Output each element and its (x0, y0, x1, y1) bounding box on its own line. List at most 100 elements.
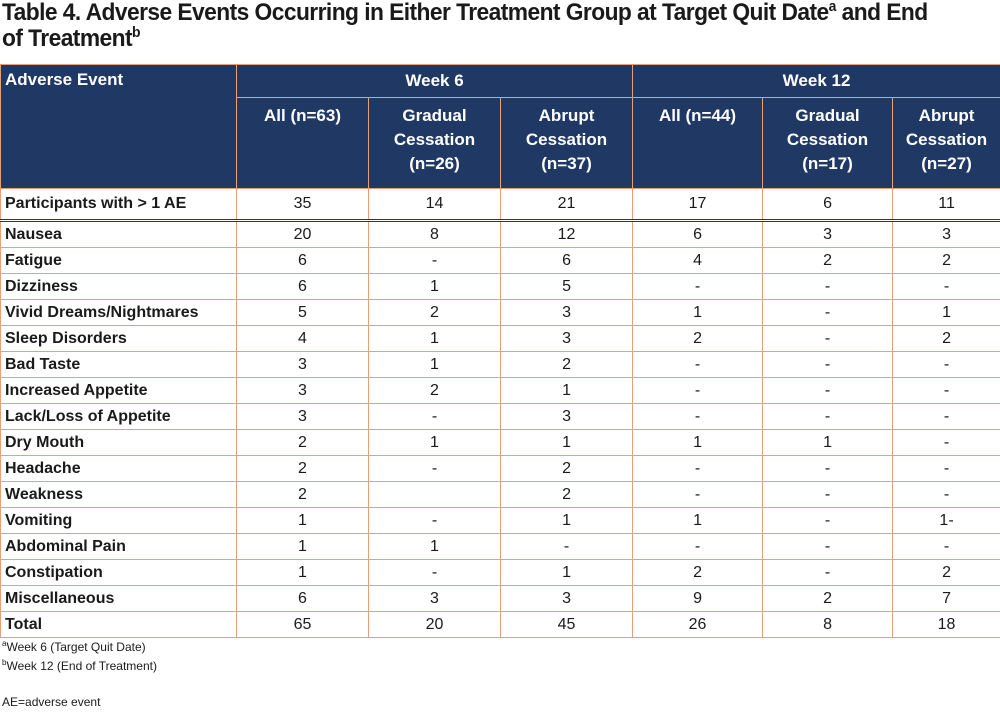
table-row: Bad Taste 3 1 2- - - (0, 351, 1000, 378)
table-cell: - (368, 559, 501, 586)
table-cell: 1 (632, 429, 764, 456)
table-row: Abdominal Pain 1 1- - - - (0, 533, 1000, 560)
subheader-line: (n=37) (541, 154, 592, 173)
table-cell: 2 (236, 429, 369, 456)
table-cell: - (762, 533, 894, 560)
table-cell: 2 (892, 559, 1000, 586)
table-cell: - (762, 325, 894, 352)
title-text-a: Table 4. Adverse Events Occurring in Eit… (2, 0, 829, 26)
table-cell: 1 (499, 429, 634, 456)
row-label: Vomiting (0, 507, 237, 534)
subheader-2: Abrupt Cessation (n=37) (499, 97, 634, 189)
title-text-b: and End of Treatment (2, 0, 928, 52)
row-label: Dry Mouth (0, 429, 237, 456)
table-cell: 1 (368, 273, 501, 300)
title-sup-a: a (828, 0, 837, 15)
table-cell: - (762, 299, 894, 326)
table-cell: - (632, 455, 764, 482)
table-cell: 2 (892, 247, 1000, 274)
table-cell: - (762, 559, 894, 586)
subheader-0: All (n=63) (236, 97, 369, 189)
header-week-12: Week 12 (632, 64, 1000, 98)
table-cell: 1 (368, 429, 501, 456)
table-row: Constipation 1-1 2-2 (0, 559, 1000, 586)
row-label: Total (0, 611, 237, 638)
footnote-b-text: Week 12 (End of Treatment) (6, 659, 157, 673)
footnote-a-text: Week 6 (Target Quit Date) (6, 640, 146, 654)
table-cell: 17 (632, 188, 764, 222)
table-cell: - (762, 481, 894, 508)
table-cell: 2 (892, 325, 1000, 352)
table-cell: 1 (632, 507, 764, 534)
subheader-line: Gradual (795, 106, 860, 125)
subheader-line: Cessation (905, 130, 988, 149)
table-cell: 21 (499, 188, 634, 222)
table-row: Vivid Dreams/Nightmares 5 2 3 1-1 (0, 299, 1000, 326)
table-cell: - (762, 507, 894, 534)
row-label: Constipation (0, 559, 237, 586)
table-cell: 20 (236, 220, 369, 248)
table-cell: 1 (762, 429, 894, 456)
table-cell: 8 (368, 220, 501, 248)
table-cell: - (499, 533, 634, 560)
table-cell: 14 (368, 188, 501, 222)
table-cell: - (368, 507, 501, 534)
table-cell: 65 (236, 611, 369, 638)
table-cell: 5 (499, 273, 634, 300)
table-cell: - (762, 455, 894, 482)
adverse-events-table: Adverse Event Week 6 Week 12 All (n=63) G… (0, 64, 1000, 638)
table-cell: 6 (499, 247, 634, 274)
table-cell: - (632, 377, 764, 404)
subheader-1: Gradual Cessation (n=26) (368, 97, 501, 189)
row-label: Participants with > 1 AE (0, 188, 237, 222)
table-cell: - (762, 273, 894, 300)
table-cell: 1 (236, 507, 369, 534)
title-sup-b: b (132, 23, 141, 41)
subheader-line: All (n=63) (264, 106, 341, 125)
table-row: Vomiting 1-1 1-1- (0, 507, 1000, 534)
subheader-line: (n=26) (409, 154, 460, 173)
table-cell: 4 (236, 325, 369, 352)
subheader-line: Abrupt (918, 106, 975, 125)
table-cell: 3 (499, 403, 634, 430)
table-cell: 2 (499, 481, 634, 508)
table-cell: - (632, 351, 764, 378)
header-adverse-event: Adverse Event (0, 64, 237, 189)
subheader-line: Abrupt (538, 106, 595, 125)
table-cell: - (762, 351, 894, 378)
table-cell: 1 (632, 299, 764, 326)
subheader-line: Cessation (525, 130, 608, 149)
table-cell: - (892, 351, 1000, 378)
table-row: Fatigue 6-6 4 2 2 (0, 247, 1000, 274)
subheader-line: Cessation (786, 130, 869, 149)
abbreviation-note: AE=adverse event (2, 695, 101, 709)
row-label: Vivid Dreams/Nightmares (0, 299, 237, 326)
table-cell (368, 481, 501, 508)
table-cell: 2 (368, 377, 501, 404)
table-cell: - (368, 247, 501, 274)
subheader-line: (n=17) (802, 154, 853, 173)
table-cell: 2 (632, 559, 764, 586)
table-cell: - (892, 429, 1000, 456)
table-cell: 2 (499, 455, 634, 482)
table-row: Participants with > 1 AE 35 14 21 17 6 11 (0, 188, 1000, 222)
table-cell: - (892, 377, 1000, 404)
table-cell: 45 (499, 611, 634, 638)
table-cell: 1 (368, 351, 501, 378)
table-cell: 2 (762, 247, 894, 274)
table-body: Participants with > 1 AE 35 14 21 17 6 11 Nause… (0, 188, 1000, 638)
table-row: Increased Appetite 3 2 1- - - (0, 377, 1000, 404)
table-cell: 20 (368, 611, 501, 638)
table-cell: 3 (892, 220, 1000, 248)
table-cell: 1 (368, 533, 501, 560)
table-cell: - (632, 481, 764, 508)
table-cell: 2 (762, 585, 894, 612)
table-cell: 6 (632, 220, 764, 248)
table-cell: 35 (236, 188, 369, 222)
table-cell: 1 (499, 559, 634, 586)
row-label: Fatigue (0, 247, 237, 274)
table-cell: 3 (368, 585, 501, 612)
footnote-a-mark: a (2, 639, 7, 648)
table-cell: 8 (762, 611, 894, 638)
row-label: Increased Appetite (0, 377, 237, 404)
